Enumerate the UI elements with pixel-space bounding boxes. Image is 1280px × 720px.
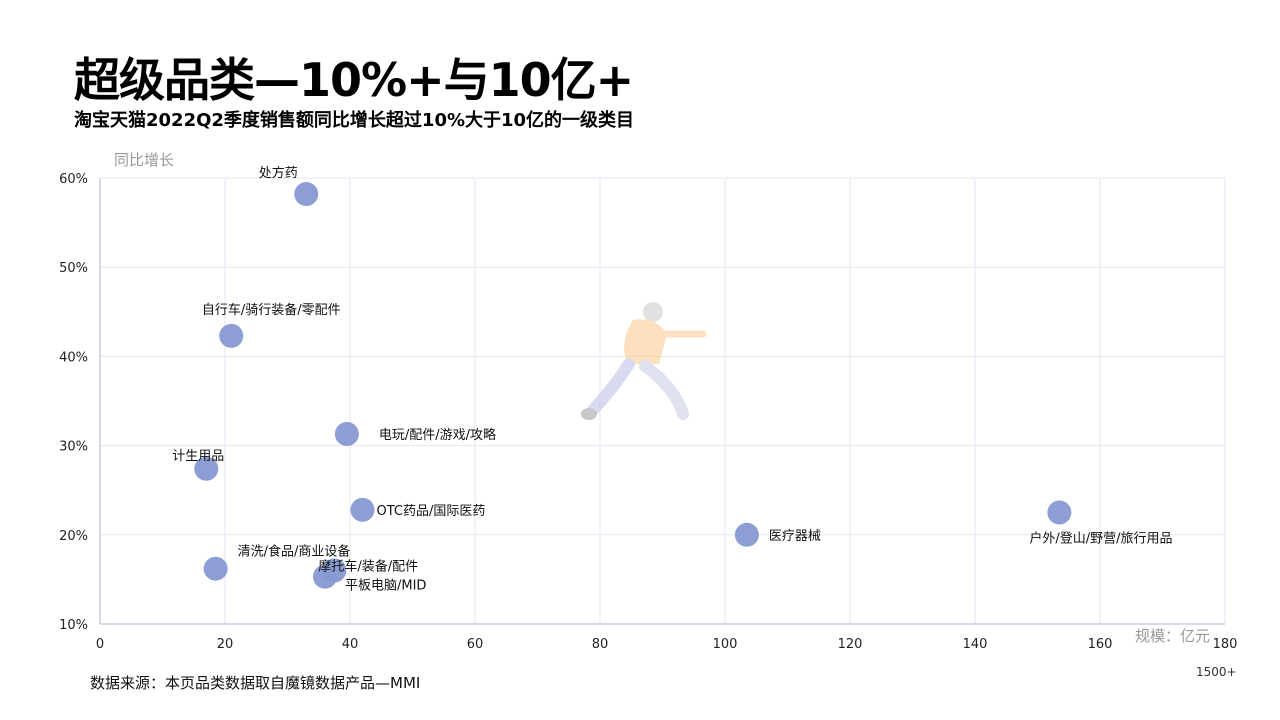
x-tick-label: 180 bbox=[1213, 637, 1238, 652]
bubble-label: 平板电脑/MID bbox=[345, 579, 426, 594]
head-shape bbox=[643, 302, 663, 322]
leg-back-shape bbox=[587, 358, 635, 416]
x-tick-label: 120 bbox=[838, 637, 863, 652]
x-tick-label: 20 bbox=[217, 637, 234, 652]
x-tick-label: 160 bbox=[1088, 637, 1113, 652]
bubble-point bbox=[219, 323, 244, 348]
x-axis-title: 规模：亿元 bbox=[1135, 627, 1210, 645]
y-tick-label: 50% bbox=[59, 261, 88, 276]
bubble-label: OTC药品/国际医药 bbox=[377, 504, 486, 519]
shoe-shape bbox=[581, 408, 597, 420]
bubble-point bbox=[334, 422, 359, 447]
y-tick-label: 40% bbox=[59, 350, 88, 365]
bubble-label: 自行车/骑行装备/零配件 bbox=[202, 302, 341, 318]
y-axis-title: 同比增长 bbox=[114, 151, 174, 169]
x-tick-label: 40 bbox=[342, 637, 359, 652]
bubble-label: 清洗/食品/商业设备 bbox=[238, 544, 351, 560]
running-person-illustration bbox=[581, 302, 707, 420]
bubble-point bbox=[734, 522, 759, 547]
bubble-point bbox=[350, 497, 375, 522]
leg-front-shape bbox=[639, 360, 689, 420]
bubble-point bbox=[294, 182, 319, 207]
bubble-label: 处方药 bbox=[259, 165, 298, 181]
bubble-point bbox=[313, 564, 337, 589]
page-subtitle: 淘宝天猫2022Q2季度销售额同比增长超过10%大于10亿的一级类目 bbox=[74, 110, 635, 131]
corner-note: 1500+ bbox=[1196, 665, 1237, 679]
x-tick-label: 0 bbox=[96, 637, 104, 652]
bubble-point bbox=[194, 456, 219, 481]
y-tick-label: 10% bbox=[59, 618, 88, 633]
bubble-label: 电玩/配件/游戏/攻略 bbox=[379, 427, 496, 443]
x-tick-label: 80 bbox=[592, 637, 609, 652]
x-tick-label: 100 bbox=[713, 637, 738, 652]
data-source-note: 数据来源：本页品类数据取自魔镜数据产品—MMI bbox=[90, 674, 421, 692]
bubble-label: 医疗器械 bbox=[769, 529, 821, 544]
page-title: 超级品类—10%+与10亿+ bbox=[74, 53, 634, 107]
y-tick-label: 20% bbox=[59, 529, 88, 544]
bubble-label: 户外/登山/野营/旅行用品 bbox=[1029, 531, 1172, 547]
y-tick-label: 60% bbox=[59, 172, 88, 187]
bubble-point bbox=[1047, 500, 1072, 525]
y-tick-label: 30% bbox=[59, 440, 88, 455]
bubble-label: 摩托车/装备/配件 bbox=[318, 558, 418, 574]
bubble-point bbox=[203, 556, 228, 581]
x-tick-label: 60 bbox=[467, 637, 484, 652]
bubble-label: 计生用品 bbox=[172, 449, 224, 464]
x-tick-label: 140 bbox=[963, 637, 988, 652]
torso-shape bbox=[624, 319, 667, 364]
